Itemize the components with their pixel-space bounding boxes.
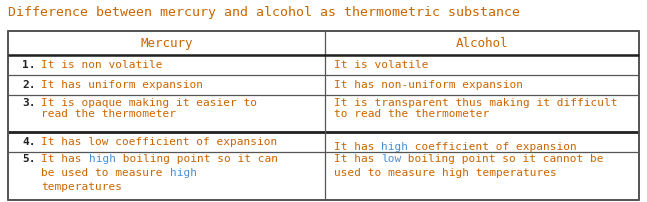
Text: It has: It has — [41, 154, 89, 164]
Text: temperatures: temperatures — [41, 182, 122, 192]
Text: low: low — [381, 154, 401, 164]
Text: It is non volatile: It is non volatile — [41, 60, 163, 70]
Text: Alcohol: Alcohol — [455, 37, 509, 50]
Text: Difference between mercury and alcohol as thermometric substance: Difference between mercury and alcohol a… — [8, 6, 520, 19]
Text: It is transparent thus making it difficult
to read the thermometer: It is transparent thus making it difficu… — [334, 98, 617, 119]
Text: 2.: 2. — [22, 80, 36, 90]
Text: high: high — [89, 154, 116, 164]
Text: It has: It has — [334, 142, 381, 152]
Text: coefficient of expansion: coefficient of expansion — [408, 142, 577, 152]
Text: It has non-uniform expansion: It has non-uniform expansion — [334, 80, 523, 90]
Text: It has: It has — [334, 154, 381, 164]
Text: high: high — [381, 142, 408, 152]
Text: boiling point so it can: boiling point so it can — [116, 154, 278, 164]
FancyBboxPatch shape — [8, 31, 639, 200]
Text: Mercury: Mercury — [140, 37, 193, 50]
Text: high: high — [170, 168, 197, 178]
Text: It is volatile: It is volatile — [334, 60, 428, 70]
Text: boiling point so it cannot be: boiling point so it cannot be — [401, 154, 604, 164]
Text: 5.: 5. — [22, 154, 36, 164]
Text: It has low coefficient of expansion: It has low coefficient of expansion — [41, 137, 278, 147]
Text: It is opaque making it easier to
read the thermometer: It is opaque making it easier to read th… — [41, 98, 258, 119]
Text: used to measure high temperatures: used to measure high temperatures — [334, 168, 556, 178]
Text: be used to measure: be used to measure — [41, 168, 170, 178]
Text: 3.: 3. — [22, 98, 36, 108]
Text: It has uniform expansion: It has uniform expansion — [41, 80, 203, 90]
Text: 4.: 4. — [22, 137, 36, 147]
Text: 1.: 1. — [22, 60, 36, 70]
